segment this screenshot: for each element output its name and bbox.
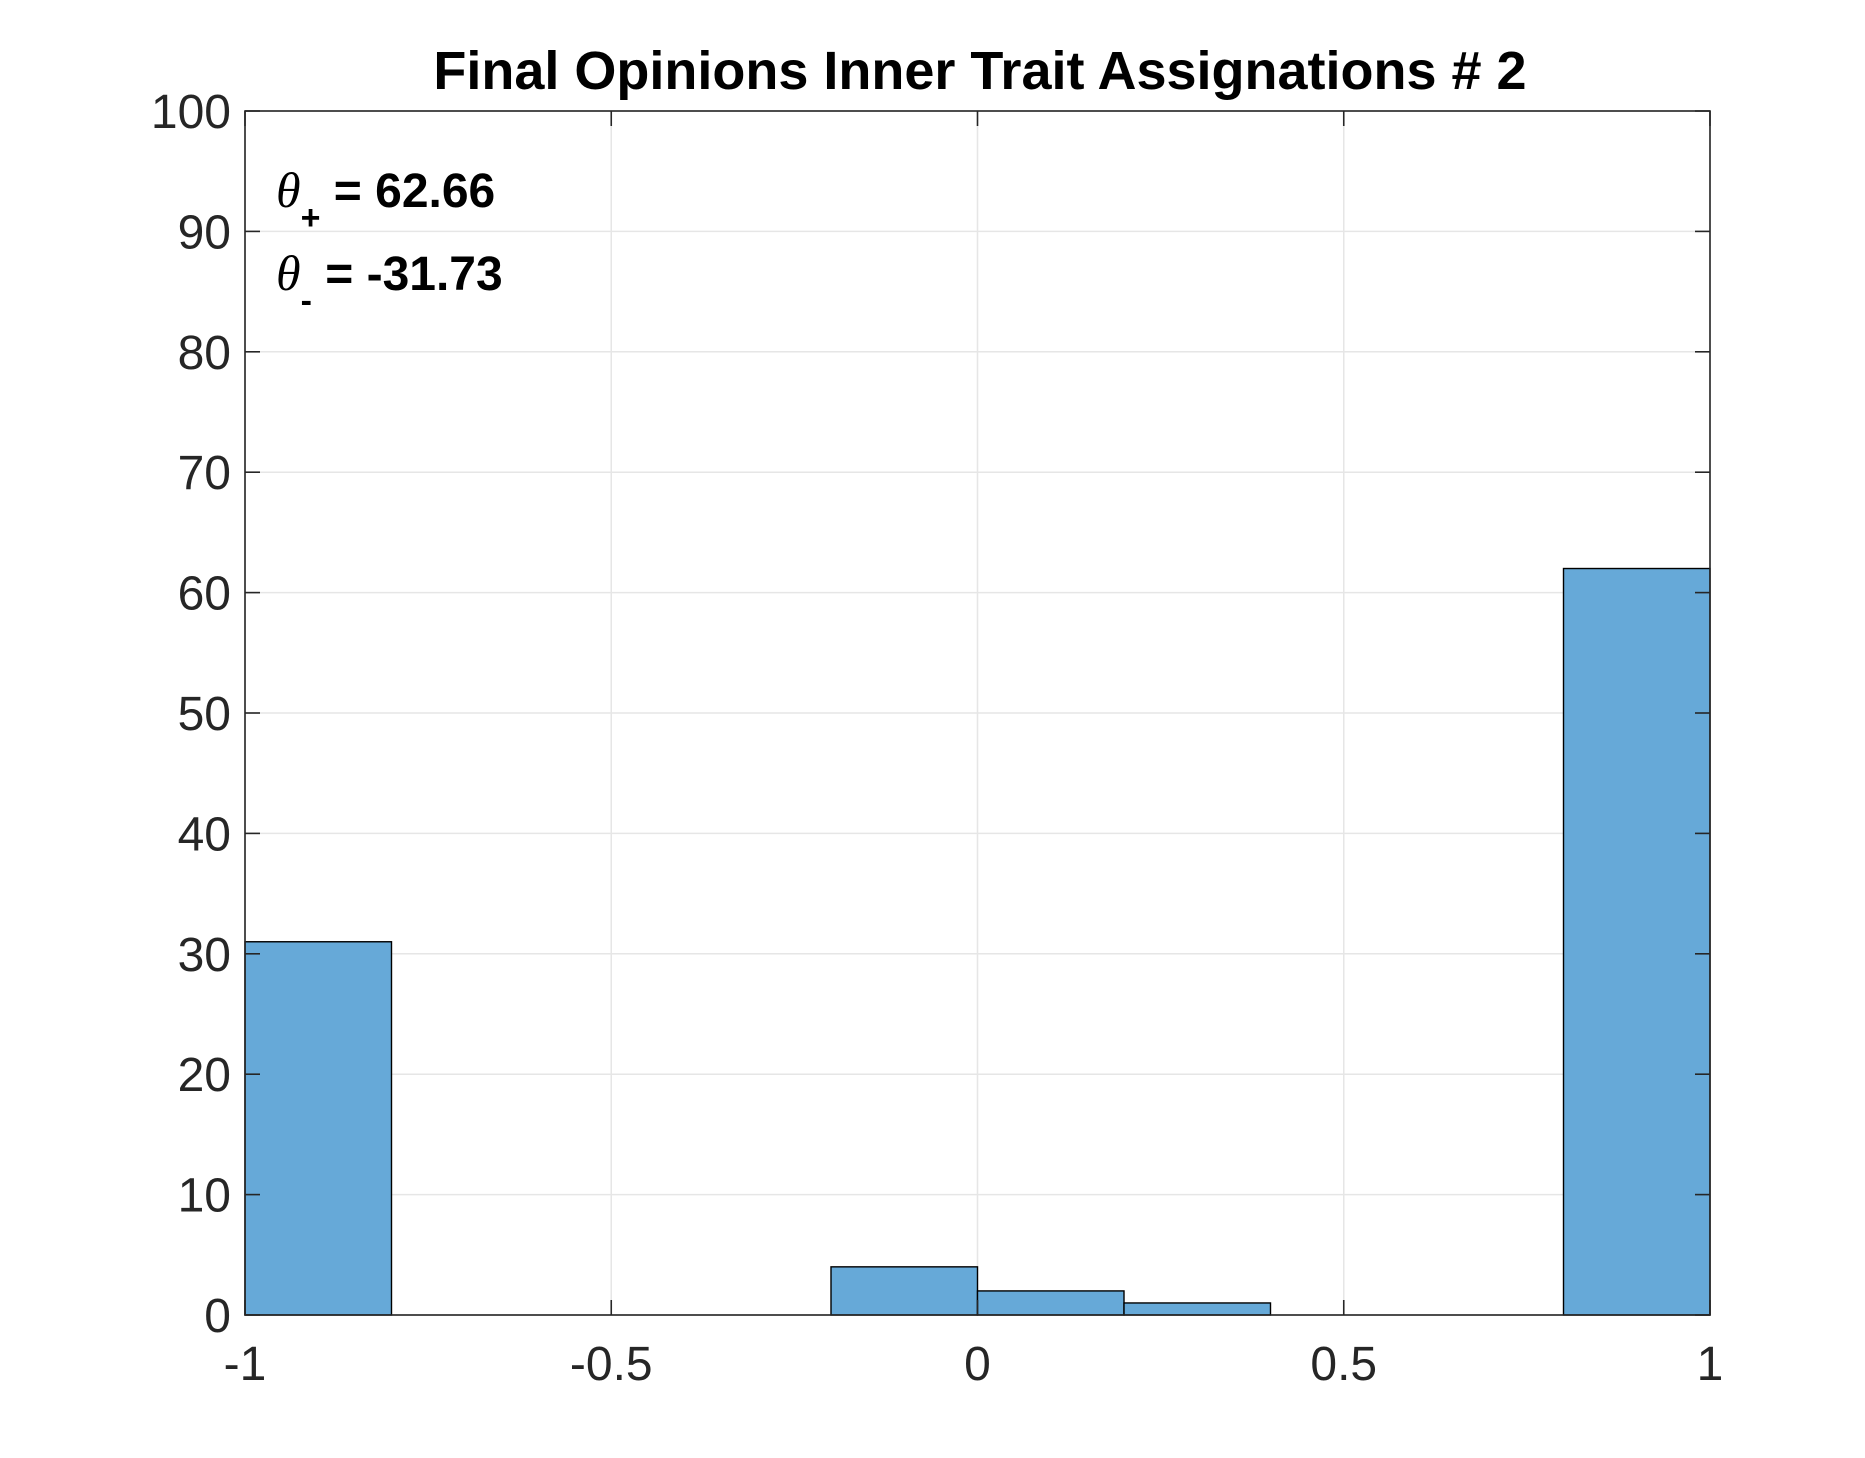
y-tick-label: 70	[178, 447, 231, 500]
theta-minus-symbol: θ	[276, 245, 301, 301]
y-tick-label: 10	[178, 1170, 231, 1223]
x-tick-label: 0	[964, 1338, 991, 1391]
y-tick-label: 60	[178, 568, 231, 621]
grid-lines	[244, 110, 1711, 1316]
axes	[244, 110, 1711, 1316]
histogram-bars	[244, 567, 1711, 1316]
chart-title: Final Opinions Inner Trait Assignations …	[433, 41, 1526, 101]
y-tick-label: 0	[204, 1290, 231, 1343]
histogram-bar	[244, 941, 393, 1316]
histogram-bar	[830, 1266, 979, 1316]
theta-minus-annotation: θ- = -31.73	[276, 245, 503, 320]
theta-plus-subscript: +	[301, 199, 321, 237]
histogram-bar	[1123, 1302, 1272, 1316]
x-tick-label: -1	[224, 1338, 267, 1391]
theta-minus-value: = -31.73	[312, 248, 503, 301]
x-tick-label: 1	[1697, 1338, 1724, 1391]
theta-plus-value: = 62.66	[320, 165, 495, 218]
histogram-bar	[1562, 567, 1711, 1316]
y-tick-label: 80	[178, 327, 231, 380]
y-tick-label: 50	[178, 688, 231, 741]
y-tick-label: 100	[151, 86, 231, 139]
theta-plus-annotation: θ+ = 62.66	[276, 162, 495, 237]
y-tick-label: 90	[178, 206, 231, 259]
x-tick-label: -0.5	[570, 1338, 653, 1391]
y-tick-label: 30	[178, 929, 231, 982]
histogram-bar	[976, 1290, 1125, 1316]
y-tick-label: 40	[178, 808, 231, 861]
theta-plus-symbol: θ	[276, 162, 301, 218]
theta-minus-subscript: -	[301, 282, 312, 320]
y-tick-label: 20	[178, 1049, 231, 1102]
x-tick-label: 0.5	[1310, 1338, 1377, 1391]
